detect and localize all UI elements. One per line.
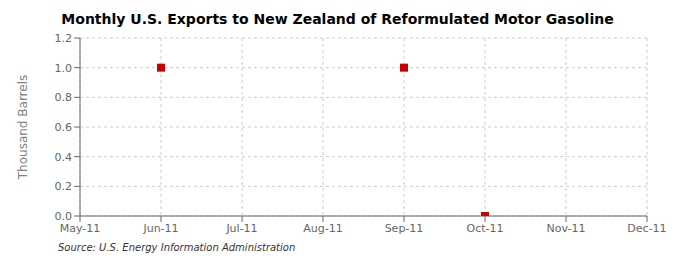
html-text:Monthly U.S. Exports to New Ze: Monthly U.S. Exports to New Zealand of R… — [61, 11, 614, 27]
svg-text:May-11: May-11 — [60, 222, 101, 235]
svg-text:0.8: 0.8 — [55, 91, 73, 104]
svg-text:Nov-11: Nov-11 — [546, 222, 585, 235]
svg-text:Sep-11: Sep-11 — [385, 222, 424, 235]
svg-text:0.0: 0.0 — [55, 210, 73, 223]
svg-text:Dec-11: Dec-11 — [627, 222, 666, 235]
svg-text:0.4: 0.4 — [55, 151, 73, 164]
svg-text:Jul-11: Jul-11 — [225, 222, 257, 235]
svg-text:0.6: 0.6 — [55, 121, 73, 134]
svg-text:Jun-11: Jun-11 — [142, 222, 178, 235]
svg-text:Oct-11: Oct-11 — [467, 222, 504, 235]
svg-text:0.2: 0.2 — [55, 180, 73, 193]
svg-text:1.2: 1.2 — [55, 32, 73, 45]
svg-text:1.0: 1.0 — [55, 62, 73, 75]
html-text:Source: U.S. Energy Informatio: Source: U.S. Energy Information Administ… — [58, 242, 296, 253]
svg-text:Thousand Barrels: Thousand Barrels — [16, 75, 30, 180]
svg-text:Aug-11: Aug-11 — [303, 222, 342, 235]
